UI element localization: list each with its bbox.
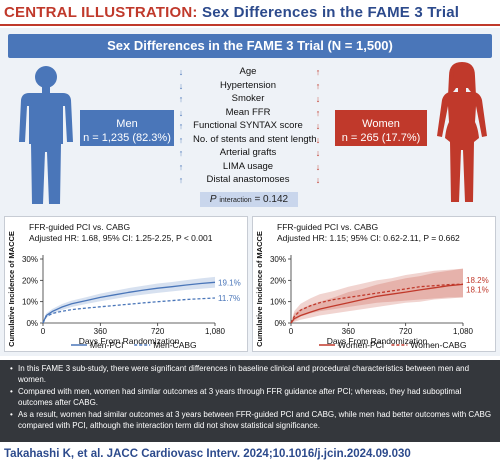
- woman-figure-icon: [437, 62, 487, 202]
- summary-list: In this FAME 3 sub-study, there were sig…: [10, 364, 494, 431]
- title-prefix: CENTRAL ILLUSTRATION:: [4, 4, 198, 21]
- x-tick-label: 1,080: [205, 327, 226, 336]
- legend-label: Men-PCI: [90, 340, 124, 350]
- page-title: CENTRAL ILLUSTRATION: Sex Differences in…: [4, 4, 500, 21]
- x-tick-label: 1,080: [453, 327, 474, 336]
- y-tick-label: 10%: [22, 298, 38, 307]
- series-line: [42, 297, 216, 324]
- factor-list: Age Hypertension Smoker Mean FFR Functio…: [193, 65, 317, 187]
- legend-label: Women-CABG: [410, 340, 466, 350]
- summary-item: Compared with men, women had similar out…: [10, 387, 494, 408]
- chart-subtitle: Adjusted HR: 1.68, 95% CI: 1.25-2.25, P …: [29, 233, 213, 243]
- women-chart-panel: FFR-guided PCI vs. CABG Adjusted HR: 1.15…: [252, 216, 496, 352]
- legend-label: Women-PCI: [338, 340, 384, 350]
- factor-item: No. of stents and stent length: [193, 133, 317, 145]
- men-badge: Men n = 1,235 (82.3%): [80, 110, 174, 146]
- chart-title: FFR-guided PCI vs. CABG: [29, 222, 130, 232]
- men-arrow: ↓: [178, 80, 184, 91]
- women-arrow-column: ↑ ↑ ↓ ↑ ↓ ↓ ↓ ↓ ↓: [312, 66, 324, 188]
- men-arrow: ↓: [178, 67, 184, 77]
- y-tick-label: 0%: [26, 319, 38, 328]
- chart-ylabel: Cumulative Incidence of MACCE: [7, 231, 16, 347]
- women-arrow: ↓: [315, 175, 321, 185]
- chart-xlabel: Days From Randomization: [79, 336, 180, 346]
- men-arrow: ↓: [178, 107, 184, 118]
- y-tick-label: 20%: [270, 276, 286, 285]
- women-label: Women: [362, 118, 400, 130]
- end-value-label: 19.1%: [218, 278, 241, 287]
- men-arrow: ↑: [178, 121, 184, 131]
- factor-item: Age: [239, 66, 257, 77]
- women-arrow: ↑: [315, 80, 321, 91]
- end-value-label: 11.7%: [218, 294, 240, 303]
- p-interaction-badge: P interaction = 0.142: [200, 192, 298, 207]
- legend-label: Men-CABG: [153, 340, 196, 350]
- factor-item: Mean FFR: [225, 106, 271, 118]
- men-chart-panel: FFR-guided PCI vs. CABG Adjusted HR: 1.68…: [4, 216, 248, 352]
- x-tick-label: 360: [94, 327, 108, 336]
- men-arrow: ↑: [178, 148, 184, 158]
- x-tick-label: 0: [289, 327, 294, 336]
- series-line: [290, 283, 464, 324]
- factor-item: LIMA usage: [222, 160, 274, 172]
- series-line: [42, 281, 216, 324]
- page-header: CENTRAL ILLUSTRATION: Sex Differences in…: [0, 0, 500, 26]
- women-arrow: ↓: [315, 121, 321, 131]
- women-arrow: ↓: [315, 134, 321, 145]
- man-figure-icon: [19, 66, 73, 204]
- factor-item: Distal anastomoses: [206, 174, 290, 185]
- y-tick-label: 10%: [270, 298, 286, 307]
- end-value-label: 18.2%: [466, 276, 489, 285]
- men-arrow: ↑: [178, 161, 184, 172]
- p-label: P: [209, 194, 217, 205]
- x-tick-label: 360: [342, 327, 356, 336]
- x-tick-label: 720: [151, 327, 165, 336]
- p-subscript: interaction: [219, 197, 252, 204]
- factor-item: Functional SYNTAX score: [193, 120, 303, 131]
- study-banner: Sex Differences in the FAME 3 Trial (N =…: [8, 34, 492, 58]
- women-arrow: ↑: [315, 67, 321, 77]
- ci-band: [43, 276, 215, 323]
- men-arrow: ↑: [178, 94, 184, 104]
- men-count: n = 1,235 (82.3%): [83, 132, 171, 144]
- series-line: [290, 283, 464, 324]
- summary-item: As a result, women had similar outcomes …: [10, 410, 494, 431]
- men-arrow-column: ↓ ↓ ↑ ↓ ↑ ↑ ↑ ↑ ↑: [175, 66, 187, 188]
- chart-xlabel: Days From Randomization: [327, 336, 428, 346]
- p-value: = 0.142: [254, 194, 289, 205]
- women-badge: Women n = 265 (17.7%): [335, 110, 427, 146]
- end-value-label: 18.1%: [466, 285, 489, 294]
- y-tick-label: 30%: [22, 255, 38, 264]
- men-label: Men: [116, 118, 138, 130]
- x-tick-label: 0: [41, 327, 46, 336]
- y-tick-label: 20%: [22, 276, 38, 285]
- citation: Takahashi K, et al. JACC Cardiovasc Inte…: [4, 448, 411, 460]
- chart-title: FFR-guided PCI vs. CABG: [277, 222, 378, 232]
- women-arrow: ↓: [315, 148, 321, 158]
- women-arrow: ↓: [315, 161, 321, 172]
- men-arrow: ↑: [178, 134, 184, 145]
- factor-item: Arterial grafts: [219, 147, 277, 158]
- women-arrow: ↑: [315, 107, 321, 118]
- y-tick-label: 0%: [274, 319, 286, 328]
- factor-item: Hypertension: [220, 79, 276, 91]
- title-text: Sex Differences in the FAME 3 Trial: [202, 4, 460, 21]
- factor-item: Smoker: [231, 93, 265, 104]
- summary-item: In this FAME 3 sub-study, there were sig…: [10, 364, 494, 385]
- summary-box: In this FAME 3 sub-study, there were sig…: [0, 360, 500, 442]
- x-tick-label: 720: [399, 327, 413, 336]
- chart-ylabel: Cumulative Incidence of MACCE: [255, 231, 264, 347]
- chart-subtitle: Adjusted HR: 1.15; 95% CI: 0.62-2.11, P …: [277, 233, 460, 243]
- women-count: n = 265 (17.7%): [341, 132, 421, 144]
- women-arrow: ↓: [315, 94, 321, 104]
- men-arrow: ↑: [178, 175, 184, 185]
- y-tick-label: 30%: [270, 255, 286, 264]
